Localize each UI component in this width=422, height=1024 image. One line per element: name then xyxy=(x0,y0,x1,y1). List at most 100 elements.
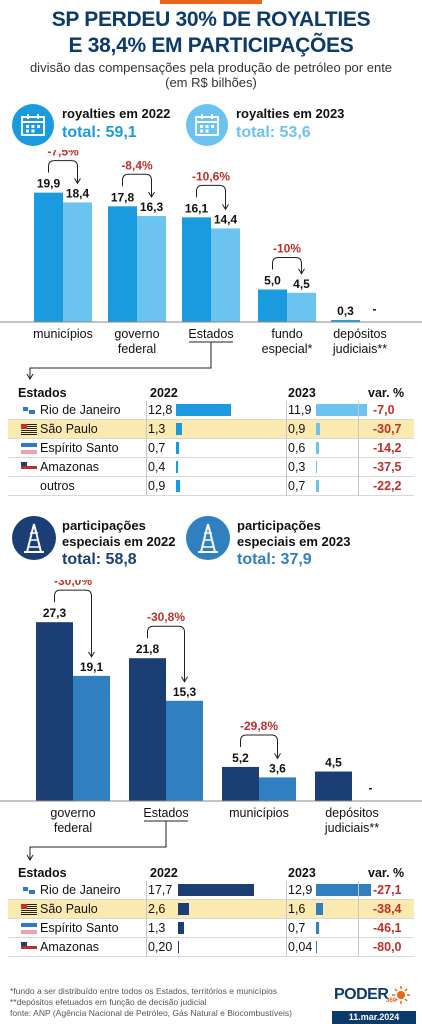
state-name: Amazonas xyxy=(40,940,100,954)
column-divider xyxy=(358,439,359,458)
bar-2023 xyxy=(316,461,318,473)
bar-2022 xyxy=(176,461,178,473)
category-label: judiciais** xyxy=(332,342,387,356)
bar-2023 xyxy=(316,941,317,953)
state-name: São Paulo xyxy=(40,422,98,436)
table-header-2022: 2022 xyxy=(150,386,178,400)
column-divider xyxy=(286,401,287,420)
change-arrow xyxy=(298,268,305,275)
estados-connector xyxy=(29,821,167,860)
change-arrow xyxy=(181,676,188,683)
footnote-fundo: *fundo a ser distribuído entre todos os … xyxy=(10,986,277,996)
value-label-2023: - xyxy=(369,781,373,795)
category-label: governo xyxy=(114,327,159,341)
table-header-var: var. % xyxy=(368,386,405,400)
value-label-2022: 5,2 xyxy=(232,751,249,765)
column-divider xyxy=(358,401,359,420)
bar-2022 xyxy=(178,884,255,896)
calendar-icon xyxy=(12,104,54,146)
value-label-2023: 16,3 xyxy=(140,200,164,214)
value-2023: 0,9 xyxy=(288,422,306,436)
state-flag-icon xyxy=(21,405,37,416)
bar-2022 xyxy=(36,622,73,801)
royalties-bar-chart: 19,9 18,4 -7,5% municípios 17,8 16,3 -8,4% gove… xyxy=(0,150,422,380)
category-label: especial* xyxy=(262,342,313,356)
variation-percent: -7,0 xyxy=(373,403,395,417)
pe-2022-total: total: 58,8 xyxy=(62,551,137,568)
bar-2022 xyxy=(315,771,352,801)
page-title-line1: SP PERDEU 30% DE ROYALTIES xyxy=(51,8,371,31)
value-label-2023: 14,4 xyxy=(214,212,238,226)
column-divider xyxy=(146,919,147,938)
value-2022: 0,7 xyxy=(148,441,166,455)
table-header-2023: 2023 xyxy=(288,386,316,400)
table-row: Rio de Janeiro 17,7 12,9 -27,1 xyxy=(8,881,414,900)
change-percent-label: -8,4% xyxy=(121,158,153,172)
table-row: outros 0,9 0,7 -22,2 xyxy=(8,477,414,496)
change-percent-label: -7,5% xyxy=(47,150,79,159)
bar-2022 xyxy=(176,480,180,492)
table-header-state: Estados xyxy=(18,866,67,880)
bar-2022 xyxy=(176,442,179,454)
state-flag-icon xyxy=(21,904,37,915)
column-divider xyxy=(146,439,147,458)
bar-2022 xyxy=(222,766,259,801)
change-bracket xyxy=(48,160,78,183)
sun-icon xyxy=(392,986,410,1004)
table-header-state: Estados xyxy=(18,386,67,400)
bar-2023 xyxy=(287,292,316,322)
participacoes-state-table: Estados 2022 2023 var. % Rio de Janeiro 1… xyxy=(0,864,422,960)
column-divider xyxy=(146,477,147,496)
pe-2023-total: total: 37,9 xyxy=(237,551,312,568)
state-flag-icon xyxy=(21,424,37,435)
category-label: depósitos xyxy=(333,327,387,341)
bar-2022 xyxy=(331,320,360,322)
value-2022: 2,6 xyxy=(148,902,166,916)
oil-rig-icon xyxy=(186,516,230,560)
column-divider xyxy=(146,401,147,420)
bar-2023 xyxy=(316,922,319,934)
change-percent-label: -29,8% xyxy=(240,719,278,733)
variation-percent: -27,1 xyxy=(373,883,402,897)
table-row: Rio de Janeiro 12,8 11,9 -7,0 xyxy=(8,401,414,420)
column-divider xyxy=(358,900,359,919)
state-flag-icon xyxy=(21,942,37,953)
bar-2023 xyxy=(211,228,240,322)
variation-percent: -14,2 xyxy=(373,441,402,455)
variation-percent: -38,4 xyxy=(373,902,402,916)
connector-arrow xyxy=(26,373,34,380)
variation-percent: -22,2 xyxy=(373,479,402,493)
bar-2023 xyxy=(316,903,323,915)
state-flag-icon xyxy=(21,462,37,473)
table-row: Espírito Santo 1,3 0,7 -46,1 xyxy=(8,919,414,938)
value-label-2023: 4,5 xyxy=(293,277,310,291)
change-percent-label: -30,8% xyxy=(147,610,185,624)
variation-percent: -46,1 xyxy=(373,921,402,935)
category-label: federal xyxy=(118,342,156,356)
change-bracket xyxy=(54,589,92,656)
royalties-2023-total: total: 53,6 xyxy=(236,124,311,141)
column-divider xyxy=(146,881,147,900)
value-2023: 0,04 xyxy=(288,940,313,954)
pe-2022-label1: participações xyxy=(62,518,146,533)
column-divider xyxy=(358,458,359,477)
category-label: governo xyxy=(50,806,95,820)
column-divider xyxy=(146,420,147,439)
value-2023: 11,9 xyxy=(288,403,312,417)
category-label: Estados xyxy=(188,327,233,341)
value-2022: 0,20 xyxy=(148,940,173,954)
change-arrow xyxy=(74,178,81,185)
change-percent-label: -30,0% xyxy=(54,580,92,588)
change-percent-label: -10% xyxy=(273,242,301,256)
value-label-2023: - xyxy=(373,302,377,316)
pe-2023-label1: participações xyxy=(237,518,321,533)
value-2022: 1,3 xyxy=(148,921,166,935)
state-name: Amazonas xyxy=(40,460,100,474)
footnote-source: fonte: ANP (Agência Nacional de Petróleo… xyxy=(10,1008,292,1018)
value-label-2023: 19,1 xyxy=(80,660,104,674)
royalties-2022-label: royalties em 2022 xyxy=(62,106,171,121)
table-row: Amazonas 0,4 0,3 -37,5 xyxy=(8,458,414,477)
state-flag-icon xyxy=(21,923,37,934)
bar-2023 xyxy=(316,884,372,896)
page-title-line2: E 38,4% EM PARTICIPAÇÕES xyxy=(68,34,354,57)
